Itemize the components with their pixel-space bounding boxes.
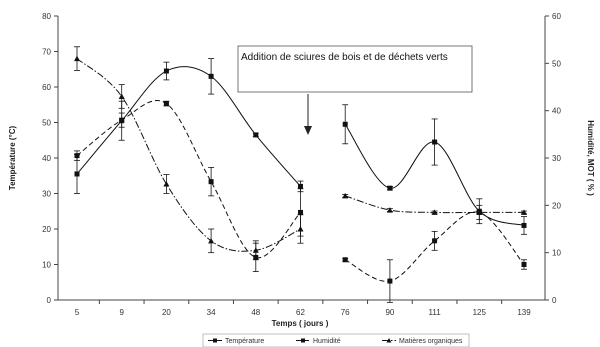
right-y-tick-label: 40 <box>552 107 561 116</box>
series-3-point <box>74 55 80 62</box>
series-2-point <box>163 101 169 107</box>
right-y-ticks: 0 10 20 30 40 50 60 <box>545 12 561 305</box>
x-tick-label: 111 <box>429 308 442 317</box>
x-tick-label: 76 <box>341 308 350 317</box>
series-1-point <box>432 139 438 145</box>
left-y-tick-label: 10 <box>42 261 51 270</box>
x-tick-label: 5 <box>75 308 80 317</box>
left-y-tick-label: 20 <box>42 225 51 234</box>
series-2-point <box>342 257 348 263</box>
left-y-tick-label: 0 <box>47 296 52 305</box>
series-1-point <box>342 121 348 127</box>
series-2-line <box>344 211 525 282</box>
series-3-point <box>163 181 170 187</box>
x-tick-label: 62 <box>296 308 305 317</box>
series-2-point <box>298 209 303 215</box>
series-2-point <box>432 238 438 244</box>
legend-swatch-marker <box>386 338 392 343</box>
series-2-point <box>74 153 80 159</box>
right-y-tick-label: 50 <box>552 59 561 68</box>
series-2-point <box>208 179 214 185</box>
series-3-point <box>431 209 438 215</box>
legend-box <box>202 333 470 347</box>
right-y-tick-label: 0 <box>552 296 557 305</box>
series-3-point <box>297 226 304 232</box>
x-tick-label: 20 <box>162 308 171 317</box>
x-tick-label: 90 <box>385 308 394 317</box>
series-3-point <box>386 207 393 213</box>
left-y-tick-label: 80 <box>42 12 51 21</box>
right-y-tick-label: 20 <box>552 201 561 210</box>
y-axis-left-label: Température (°C) <box>8 125 17 190</box>
x-ticks: 5 9 20 34 48 62 76 90 111 125 139 <box>75 300 531 317</box>
series-2 <box>74 100 527 303</box>
series-3-point <box>342 192 349 199</box>
y-axis-right-label: Humidité, MOT ( % ) <box>586 120 595 196</box>
series-1-point <box>163 68 169 74</box>
x-tick-label: 48 <box>251 308 260 317</box>
x-tick-label: 125 <box>473 308 487 317</box>
x-tick-label: 9 <box>119 308 124 317</box>
left-y-tick-label: 60 <box>42 83 51 92</box>
legend-swatch-marker <box>301 338 305 343</box>
series-3-point <box>521 209 527 215</box>
series-1-point <box>298 183 303 189</box>
legend-label: Matières organiques <box>399 338 463 345</box>
left-y-ticks: 0 10 20 30 40 50 60 70 80 <box>42 12 58 305</box>
series-3-point <box>252 247 259 253</box>
series-3 <box>74 46 527 261</box>
right-y-tick-label: 30 <box>552 154 561 163</box>
legend-swatch-marker <box>213 338 217 343</box>
annotation-text: Addition de sciures de bois et de déchet… <box>241 52 448 63</box>
left-y-tick-label: 70 <box>42 48 51 57</box>
x-axis-label: Temps ( jours ) <box>272 319 329 328</box>
right-y-tick-label: 10 <box>552 249 561 258</box>
annotation: Addition de sciures de bois et de déchet… <box>237 45 473 135</box>
left-y-tick-label: 50 <box>42 119 51 128</box>
right-y-tick-label: 60 <box>552 12 561 21</box>
left-y-tick-label: 40 <box>42 154 51 163</box>
series-2-point <box>387 278 393 284</box>
series-2-point <box>119 117 125 123</box>
x-tick-label: 139 <box>517 308 531 317</box>
series-1-point <box>208 73 214 79</box>
annotation-arrowhead <box>304 126 312 135</box>
x-tick-label: 34 <box>207 308 216 317</box>
series-2-point <box>521 262 527 267</box>
series-1-point <box>521 222 527 228</box>
series-1-point <box>387 185 393 191</box>
left-y-tick-label: 30 <box>42 190 51 199</box>
legend: Température Humidité Matières organiques <box>202 333 470 347</box>
series-1-point <box>253 132 259 138</box>
series-1-line <box>76 66 301 187</box>
legend-label: Température <box>225 338 264 345</box>
series-2-line <box>76 100 301 258</box>
series-3-point <box>476 209 483 215</box>
series-3-point <box>118 93 125 99</box>
series-1-point <box>74 171 80 177</box>
annotation-box <box>237 45 473 93</box>
legend-label: Humidité <box>313 338 341 345</box>
series-3-point <box>208 237 215 244</box>
series-layer <box>74 46 527 303</box>
